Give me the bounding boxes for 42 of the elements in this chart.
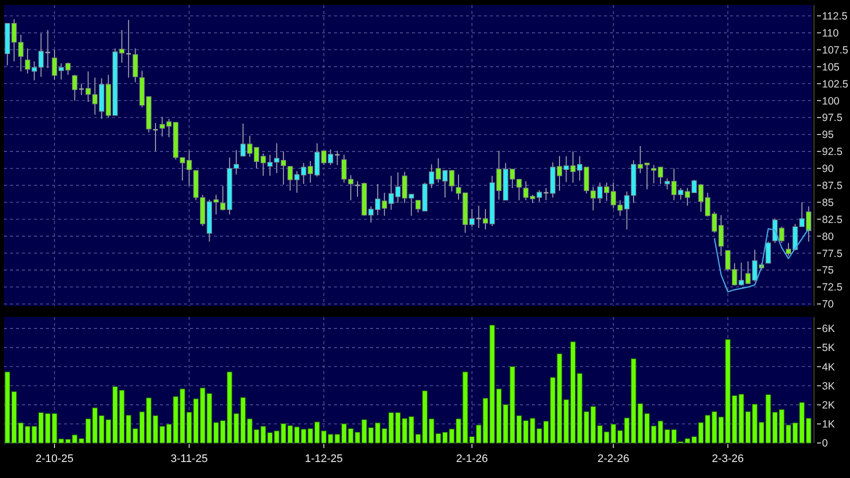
x-tick-label: 1-12-25 (304, 453, 343, 465)
x-tick-label: 2-2-26 (597, 453, 630, 465)
y-tick-label: 97.5 (822, 112, 843, 124)
candlestick (132, 48, 138, 83)
y-tick-label: 112.5 (822, 10, 848, 23)
candlestick (72, 74, 78, 102)
y-tick-label: 85 (822, 196, 834, 209)
y-tick-label: 82.5 (822, 214, 843, 226)
x-tick-label: 3-11-25 (170, 453, 208, 465)
candlestick (766, 241, 771, 264)
candlestick (476, 205, 482, 229)
y-tick-label: 6K (822, 323, 835, 336)
y-tick-label: 87.5 (822, 180, 843, 192)
y-tick-label: 110 (822, 27, 839, 40)
y-tick-label: 72.5 (822, 282, 843, 294)
y-tick-label: 102.5 (822, 78, 848, 90)
y-tick-label: 3K (822, 380, 835, 392)
y-tick-label: 105 (822, 61, 840, 74)
x-tick-label: 2-1-26 (456, 453, 488, 465)
y-tick-label: 4K (822, 361, 835, 374)
x-tick-label: 2-3-26 (712, 453, 744, 465)
y-tick-label: 80 (822, 230, 834, 243)
y-tick-label: 90 (822, 163, 834, 176)
candlestick (44, 30, 51, 69)
candlestick (354, 180, 361, 198)
y-tick-label: 95 (822, 129, 834, 142)
x-tick-label: 2-10-25 (36, 453, 74, 465)
y-tick-label: 92.5 (822, 146, 843, 158)
candlestick (78, 83, 85, 96)
y-tick-label: 100 (822, 95, 840, 108)
candlestick (334, 150, 340, 166)
y-tick-label: 70 (822, 298, 834, 311)
y-tick-label: 75 (822, 264, 834, 277)
y-tick-label: 2K (822, 399, 835, 412)
y-tick-label: 107.5 (822, 44, 848, 56)
y-tick-label: 77.5 (822, 248, 843, 260)
y-tick-label: 1K (822, 418, 835, 431)
y-tick-label: 5K (822, 342, 835, 354)
candlestick (152, 122, 159, 152)
candlestick (125, 19, 132, 78)
candlestick (542, 188, 550, 201)
y-tick-label: 0 (822, 438, 828, 450)
